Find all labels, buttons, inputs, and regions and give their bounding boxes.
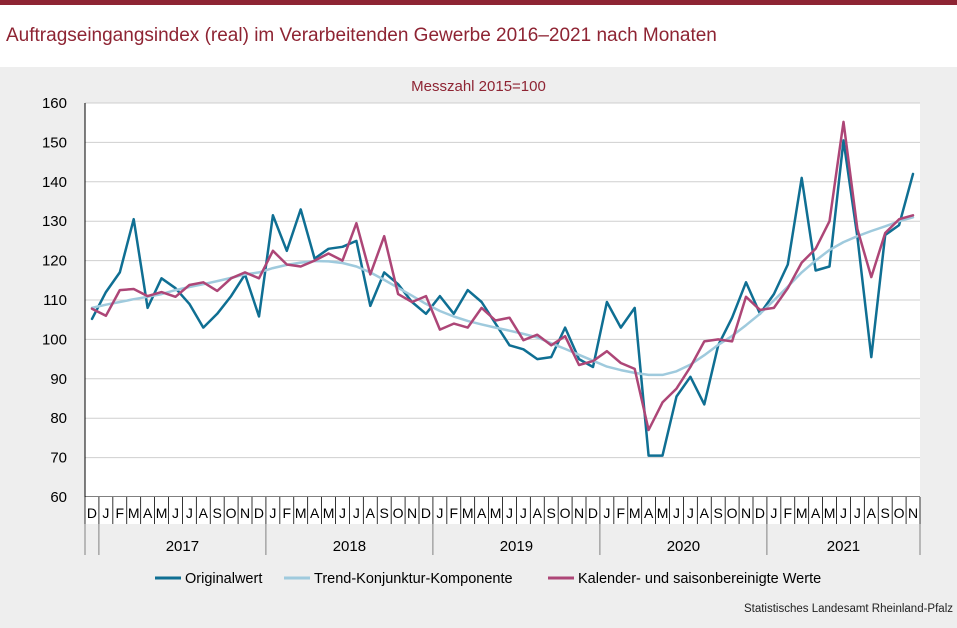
month-tick-label: O (226, 505, 237, 521)
month-tick-label: J (770, 505, 777, 521)
month-tick-label: A (644, 505, 654, 521)
month-tick-label: M (796, 505, 808, 521)
month-tick-label: F (617, 505, 626, 521)
month-tick-label: J (840, 505, 847, 521)
month-tick-label: D (755, 505, 765, 521)
series-line-2 (90, 216, 915, 377)
month-tick-label: N (741, 505, 751, 521)
month-tick-label: N (240, 505, 250, 521)
month-tick-label: M (462, 505, 474, 521)
source-credit: Statistisches Landesamt Rheinland-Pfalz (743, 603, 953, 615)
month-tick-label: A (533, 505, 543, 521)
month-tick-label: A (366, 505, 376, 521)
month-tick-label: M (824, 505, 836, 521)
month-tick-label: A (143, 505, 153, 521)
year-label: 2020 (667, 538, 700, 555)
month-tick-label: J (186, 505, 193, 521)
month-tick-label: S (881, 505, 890, 521)
y-tick-label: 140 (42, 174, 67, 191)
y-tick-label: 130 (42, 213, 67, 230)
y-tick-label: 120 (42, 253, 67, 270)
month-tick-label: D (421, 505, 431, 521)
y-tick-label: 100 (42, 331, 67, 348)
month-tick-label: F (450, 505, 459, 521)
month-tick-label: J (339, 505, 346, 521)
month-tick-label: A (477, 505, 487, 521)
month-tick-label: J (269, 505, 276, 521)
year-label: 2021 (827, 538, 860, 555)
month-tick-label: A (199, 505, 209, 521)
y-tick-label: 90 (50, 371, 67, 388)
month-tick-label: J (603, 505, 610, 521)
legend-label: Originalwert (185, 571, 262, 587)
series-line-3 (90, 120, 915, 432)
month-tick-label: M (156, 505, 168, 521)
year-label: 2019 (500, 538, 533, 555)
legend-label: Kalender- und saisonbereinigte Werte (578, 571, 821, 587)
header: Auftragseingangsindex (real) im Verarbei… (0, 5, 957, 67)
y-tick-label: 70 (50, 450, 67, 467)
month-tick-label: A (867, 505, 877, 521)
month-tick-label: O (894, 505, 905, 521)
month-tick-label: M (323, 505, 335, 521)
month-tick-label: F (784, 505, 793, 521)
month-tick-label: M (657, 505, 669, 521)
month-tick-label: A (811, 505, 821, 521)
month-tick-label: A (310, 505, 320, 521)
series-line-1 (90, 139, 915, 457)
month-tick-label: D (87, 505, 97, 521)
month-tick-label: S (547, 505, 556, 521)
month-tick-label: J (506, 505, 513, 521)
top-accent-bar (0, 0, 957, 5)
month-tick-label: M (128, 505, 140, 521)
month-tick-label: J (520, 505, 527, 521)
month-tick-label: N (908, 505, 918, 521)
y-tick-label: 150 (42, 134, 67, 151)
y-tick-label: 80 (50, 410, 67, 427)
month-tick-label: J (673, 505, 680, 521)
year-label: 2018 (333, 538, 366, 555)
month-tick-label: M (629, 505, 641, 521)
month-tick-label: S (714, 505, 723, 521)
y-tick-label: 110 (43, 292, 67, 309)
y-tick-label: 160 (42, 95, 67, 112)
month-tick-label: M (295, 505, 307, 521)
month-tick-label: O (560, 505, 571, 521)
month-tick-label: O (393, 505, 404, 521)
month-tick-label: J (436, 505, 443, 521)
month-tick-label: J (353, 505, 360, 521)
month-tick-label: A (700, 505, 710, 521)
month-tick-label: J (172, 505, 179, 521)
month-tick-label: S (213, 505, 222, 521)
chart-subtitle: Messzahl 2015=100 (411, 78, 546, 95)
month-tick-label: N (574, 505, 584, 521)
page-title: Auftragseingangsindex (real) im Verarbei… (6, 25, 717, 46)
month-tick-label: D (254, 505, 264, 521)
year-label: 2017 (166, 538, 199, 555)
month-tick-label: J (102, 505, 109, 521)
month-tick-label: D (588, 505, 598, 521)
month-tick-label: N (407, 505, 417, 521)
month-tick-label: F (283, 505, 292, 521)
month-tick-label: M (490, 505, 502, 521)
month-tick-label: S (380, 505, 389, 521)
month-tick-label: J (687, 505, 694, 521)
y-tick-label: 60 (50, 489, 67, 506)
month-tick-label: O (727, 505, 738, 521)
month-tick-label: F (116, 505, 125, 521)
legend-label: Trend-Konjunktur-Komponente (314, 571, 513, 587)
month-tick-label: J (854, 505, 861, 521)
